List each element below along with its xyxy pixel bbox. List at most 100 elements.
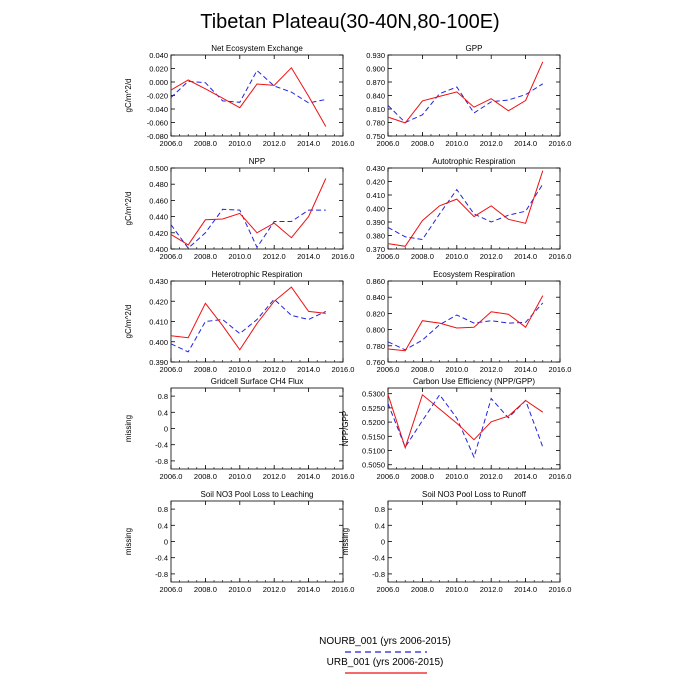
- y-tick-label: 0.420: [149, 229, 168, 238]
- legend-line-nourb: [345, 651, 427, 653]
- x-tick-label: 2016.0: [549, 472, 572, 481]
- y-tick-label: 0.8: [158, 505, 168, 514]
- plot-frame: [387, 167, 561, 250]
- x-tick-label: 2008.0: [194, 472, 217, 481]
- y-tick-label: -0.080: [147, 132, 168, 141]
- x-tick-label: 2010.0: [445, 585, 468, 594]
- series-line-urb: [170, 66, 327, 127]
- y-tick-label: 0.750: [366, 132, 385, 141]
- x-tick-label: 2006.0: [160, 252, 183, 261]
- x-tick-label: 2016.0: [549, 252, 572, 261]
- legend-label-nourb: NOURB_001 (yrs 2006-2015): [319, 636, 451, 647]
- legend-label-urb: URB_001 (yrs 2006-2015): [326, 657, 444, 668]
- x-tick-label: 2010.0: [445, 252, 468, 261]
- y-tick-label: -0.060: [147, 119, 168, 128]
- x-tick-label: 2008.0: [194, 252, 217, 261]
- y-tick-label: 0.410: [149, 318, 168, 327]
- x-tick-label: 2010.0: [445, 139, 468, 148]
- x-tick-label: 2012.0: [263, 472, 286, 481]
- plot-frame: [387, 500, 561, 583]
- x-tick-label: 2006.0: [377, 139, 400, 148]
- y-axis-label: gC/m^2/d: [124, 305, 133, 339]
- x-tick-label: 2008.0: [194, 139, 217, 148]
- panel-title: Gridcell Surface CH4 Flux: [211, 377, 303, 386]
- y-tick-label: -0.8: [155, 570, 168, 579]
- plot-frame: [170, 54, 344, 137]
- y-tick-label: -0.8: [155, 457, 168, 466]
- y-tick-label: 0.780: [366, 342, 385, 351]
- y-tick-label: 0.400: [149, 245, 168, 254]
- series-line-urb: [387, 61, 544, 124]
- y-tick-label: 0.000: [149, 78, 168, 87]
- x-tick-label: 2010.0: [228, 365, 251, 374]
- panel-title: Autotrophic Respiration: [432, 157, 515, 166]
- panel-4: Autotrophic Respiration 2006.0 2008.0 2010.…: [366, 157, 571, 261]
- panel-10: Soil NO3 Pool Loss to Runoff 2006.0 2008.0…: [341, 490, 571, 594]
- y-tick-label: 0.380: [366, 232, 385, 241]
- y-tick-label: 0.860: [366, 277, 385, 286]
- x-tick-label: 2016.0: [332, 585, 355, 594]
- panel-7: Gridcell Surface CH4 Flux 2006.0 2008.0 201…: [124, 377, 354, 481]
- series-line-nourb: [170, 69, 326, 104]
- y-tick-label: 0.760: [366, 358, 385, 367]
- x-tick-label: 2008.0: [411, 472, 434, 481]
- y-tick-label: 0.800: [366, 326, 385, 335]
- y-tick-label: 0.460: [149, 196, 168, 205]
- x-tick-label: 2012.0: [480, 365, 503, 374]
- y-tick-label: 0.420: [366, 178, 385, 187]
- y-tick-label: 0.840: [366, 92, 385, 101]
- x-tick-label: 2008.0: [194, 365, 217, 374]
- series-line-urb: [170, 178, 327, 246]
- y-tick-label: 0.370: [366, 245, 385, 254]
- series-line-urb: [387, 295, 544, 352]
- x-tick-label: 2008.0: [411, 365, 434, 374]
- x-tick-label: 2010.0: [228, 472, 251, 481]
- x-tick-label: 2014.0: [297, 472, 320, 481]
- y-tick-label: 0.5300: [362, 390, 385, 399]
- y-tick-label: 0.4: [375, 521, 385, 530]
- y-axis-label: missing: [124, 415, 133, 442]
- x-tick-label: 2006.0: [377, 585, 400, 594]
- y-axis-label: NPP/GPP: [341, 411, 350, 447]
- y-tick-label: 0.5050: [362, 461, 385, 470]
- y-tick-label: 0.430: [149, 277, 168, 286]
- panel-6: Ecosystem Respiration 2006.0 2008.0 2010.0 2…: [366, 270, 571, 374]
- x-tick-label: 2012.0: [263, 585, 286, 594]
- y-tick-label: 0.400: [149, 338, 168, 347]
- series-line-nourb: [387, 183, 544, 241]
- x-tick-label: 2010.0: [228, 252, 251, 261]
- y-tick-label: 0.400: [366, 205, 385, 214]
- y-tick-label: 0.840: [366, 293, 385, 302]
- y-tick-label: 0.390: [149, 358, 168, 367]
- y-tick-label: 0.8: [158, 392, 168, 401]
- y-tick-label: 0.500: [149, 164, 168, 173]
- y-tick-label: 0: [164, 538, 168, 547]
- y-tick-label: 0.4: [158, 408, 168, 417]
- x-tick-label: 2006.0: [160, 365, 183, 374]
- series-line-nourb: [170, 298, 327, 353]
- panel-grid: Net Ecosystem Exchange 2006.0 2008.0 2010.0…: [124, 44, 571, 594]
- series-line-nourb: [387, 83, 544, 124]
- y-tick-label: 0.8: [375, 505, 385, 514]
- panel-5: Heterotrophic Respiration 2006.0 2008.0 201…: [124, 270, 354, 374]
- x-tick-label: 2012.0: [263, 252, 286, 261]
- plot-frame: [387, 280, 561, 363]
- x-tick-label: 2006.0: [160, 585, 183, 594]
- x-tick-label: 2014.0: [514, 252, 537, 261]
- figure-title: Tibetan Plateau(30-40N,80-100E): [200, 11, 499, 33]
- x-tick-label: 2016.0: [549, 365, 572, 374]
- series-line-nourb: [387, 393, 544, 459]
- y-tick-label: 0.410: [366, 191, 385, 200]
- y-tick-label: 0.020: [149, 65, 168, 74]
- x-tick-label: 2008.0: [411, 252, 434, 261]
- y-tick-label: 0.820: [366, 309, 385, 318]
- y-tick-label: 0: [164, 425, 168, 434]
- y-tick-label: -0.4: [155, 441, 168, 450]
- x-tick-label: 2012.0: [480, 139, 503, 148]
- y-tick-label: 0: [381, 538, 385, 547]
- x-tick-label: 2012.0: [480, 472, 503, 481]
- x-tick-label: 2006.0: [377, 472, 400, 481]
- y-tick-label: 0.930: [366, 51, 385, 60]
- y-tick-label: 0.440: [149, 213, 168, 222]
- x-tick-label: 2014.0: [514, 139, 537, 148]
